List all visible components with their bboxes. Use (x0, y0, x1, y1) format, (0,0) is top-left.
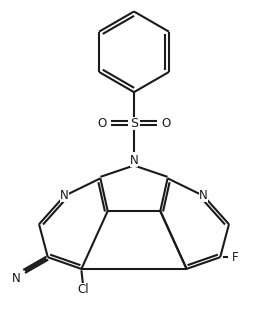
Text: O: O (162, 117, 171, 130)
Text: N: N (199, 189, 208, 202)
Text: N: N (12, 272, 21, 285)
Text: N: N (60, 189, 69, 202)
Text: Cl: Cl (78, 284, 89, 296)
Text: O: O (97, 117, 106, 130)
Text: N: N (130, 154, 138, 167)
Text: S: S (130, 117, 138, 130)
Text: F: F (232, 251, 239, 264)
